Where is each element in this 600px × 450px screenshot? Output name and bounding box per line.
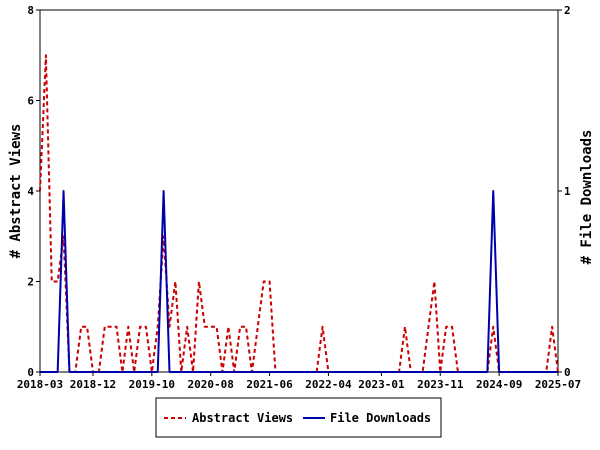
x-tick-label-9: 2025-07: [535, 378, 581, 391]
x-tick-label-6: 2023-01: [358, 378, 405, 391]
left-y-tick-label-4: 8: [27, 4, 34, 17]
plot-area: [39, 9, 559, 373]
legend: Abstract Views File Downloads: [155, 397, 442, 438]
left-y-tick-label-2: 4: [27, 185, 34, 198]
left-y-tick-label-1: 2: [27, 276, 34, 289]
x-tick-label-1: 2018-12: [70, 378, 116, 391]
series-line-file-downloads: [40, 190, 558, 373]
x-tick-label-3: 2020-08: [188, 378, 234, 391]
right-axis-title: # File Downloads: [579, 130, 595, 265]
legend-box: [155, 397, 442, 438]
x-tick-label-7: 2023-11: [417, 378, 464, 391]
series-layer: [39, 54, 559, 373]
x-tick-label-2: 2019-10: [129, 378, 175, 391]
legend-label-file-downloads: File Downloads: [330, 411, 431, 425]
right-y-tick-label-0: 0: [564, 366, 571, 379]
x-tick-label-4: 2021-06: [246, 378, 293, 391]
right-y-tick-label-2: 2: [564, 4, 571, 17]
left-y-tick-label-3: 6: [27, 95, 34, 108]
right-y-tick-label-1: 1: [564, 185, 571, 198]
axes-layer: 2018-03 2018-12 2019-10 2020-08 2021-06 2022-…: [17, 4, 581, 391]
left-axis-title: # Abstract Views: [8, 124, 24, 259]
left-y-tick-label-0: 0: [27, 366, 34, 379]
x-tick-label-5: 2022-04: [305, 378, 352, 391]
legend-label-abstract-views: Abstract Views: [192, 411, 293, 425]
x-tick-label-0: 2018-03: [17, 378, 63, 391]
x-tick-label-8: 2024-09: [476, 378, 522, 391]
